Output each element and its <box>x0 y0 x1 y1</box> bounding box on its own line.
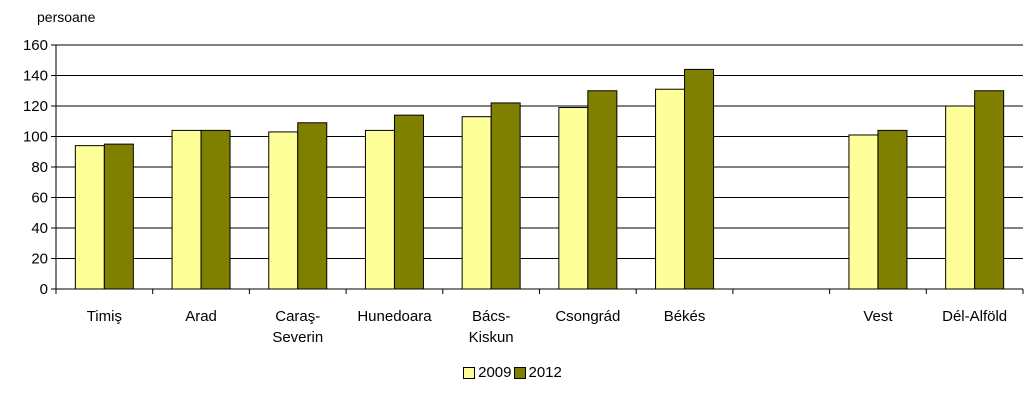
bar-2009 <box>269 132 298 289</box>
bar-2009 <box>75 146 104 289</box>
bar-2009 <box>656 89 685 289</box>
legend-item: 2012 <box>514 364 562 381</box>
category-label: Békés <box>664 308 706 325</box>
y-tick-label: 160 <box>23 37 48 54</box>
category-label: Kiskun <box>469 329 514 346</box>
category-label: Bács- <box>472 308 510 325</box>
y-tick-label: 100 <box>23 129 48 146</box>
category-label: Severin <box>272 329 323 346</box>
y-tick-labels: 0 20 40 60 80 100 120 140 160 <box>23 37 48 298</box>
category-label: Dél-Alföld <box>942 308 1007 325</box>
bar-2009 <box>946 106 975 289</box>
bar-2012 <box>588 91 617 289</box>
bar-2009 <box>172 130 201 289</box>
category-label: Caraş- <box>275 308 320 325</box>
bar-2009 <box>849 135 878 289</box>
legend-label: 2012 <box>529 364 562 381</box>
y-tick-label: 80 <box>31 159 48 176</box>
y-axis-unit-label: persoane <box>37 9 96 25</box>
bar-2012 <box>878 130 907 289</box>
legend-label: 2009 <box>478 364 511 381</box>
legend-item: 2009 <box>463 364 511 381</box>
category-label: Vest <box>863 308 893 325</box>
bar-2012 <box>201 130 230 289</box>
legend-swatch <box>463 367 475 379</box>
legend-swatch <box>514 367 526 379</box>
bar-2009 <box>462 117 491 289</box>
bar-chart: persoane 0 20 40 60 80 100 120 140 160 Timiş Arad… <box>0 0 1025 360</box>
bar-2009 <box>559 108 588 289</box>
category-labels: Timiş Arad Caraş- Severin Hunedoara Bács- Kisk… <box>87 308 1007 346</box>
category-label: Timiş <box>87 308 122 325</box>
y-tick-label: 40 <box>31 220 48 237</box>
category-label: Csongrád <box>555 308 620 325</box>
bar-2012 <box>104 144 133 289</box>
bar-2009 <box>365 130 394 289</box>
y-tick-label: 140 <box>23 68 48 85</box>
category-label: Hunedoara <box>357 308 432 325</box>
y-tick-label: 120 <box>23 98 48 115</box>
bar-2012 <box>394 115 423 289</box>
bar-2012 <box>491 103 520 289</box>
bar-2012 <box>975 91 1004 289</box>
bar-2012 <box>298 123 327 289</box>
category-label: Arad <box>185 308 217 325</box>
y-tick-label: 0 <box>40 281 48 298</box>
y-tick-label: 60 <box>31 190 48 207</box>
y-tick-label: 20 <box>31 251 48 268</box>
legend: 2009 2012 <box>0 364 1025 383</box>
bars <box>75 69 1003 289</box>
bar-2012 <box>685 69 714 289</box>
